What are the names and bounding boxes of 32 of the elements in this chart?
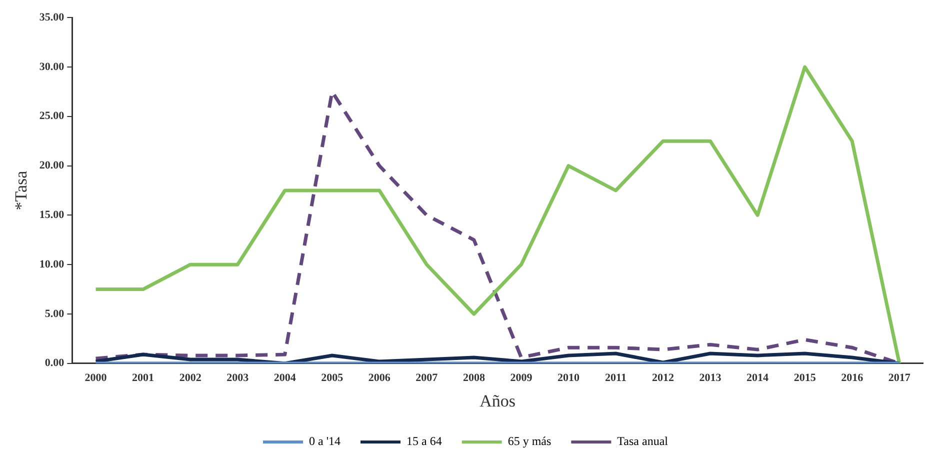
y-tick-label: 25.00 [39,110,65,122]
legend-label: 0 a '14 [309,434,341,448]
y-tick-label: 30.00 [39,60,65,73]
x-tick-label: 2006 [368,372,391,384]
y-tick-label: 10.00 [39,258,65,270]
x-tick-label: 2014 [746,372,770,384]
x-tick-label: 2012 [652,372,675,384]
x-tick-label: 2002 [179,372,202,384]
x-tick-label: 2007 [416,372,438,384]
legend-label: 15 a 64 [406,434,442,448]
x-tick-label: 2017 [888,372,911,384]
legend-label: Tasa anual [617,434,669,448]
y-tick-label: 15.00 [39,209,65,222]
x-tick-label: 2010 [557,372,580,384]
x-tick-label: 2013 [699,372,722,384]
x-tick-label: 2005 [321,372,344,384]
y-tick-label: 20.00 [39,160,65,172]
x-tick-label: 2004 [274,372,296,384]
x-tick-label: 2003 [226,372,250,384]
x-tick-label: 2001 [132,372,154,384]
legend-label: 65 y más [508,434,552,448]
y-tick-label: 0.00 [44,357,65,370]
x-axis-title: Años [480,391,516,410]
y-tick-label: 35.00 [39,11,65,24]
y-axis-title: *Tasa [12,170,31,210]
x-tick-label: 2000 [84,372,108,384]
x-tick-label: 2009 [510,372,533,384]
y-tick-label: 5.00 [44,308,65,320]
x-tick-label: 2008 [462,372,486,384]
x-tick-label: 2016 [841,372,864,384]
x-tick-label: 2015 [794,372,816,384]
x-tick-label: 2011 [605,372,626,384]
